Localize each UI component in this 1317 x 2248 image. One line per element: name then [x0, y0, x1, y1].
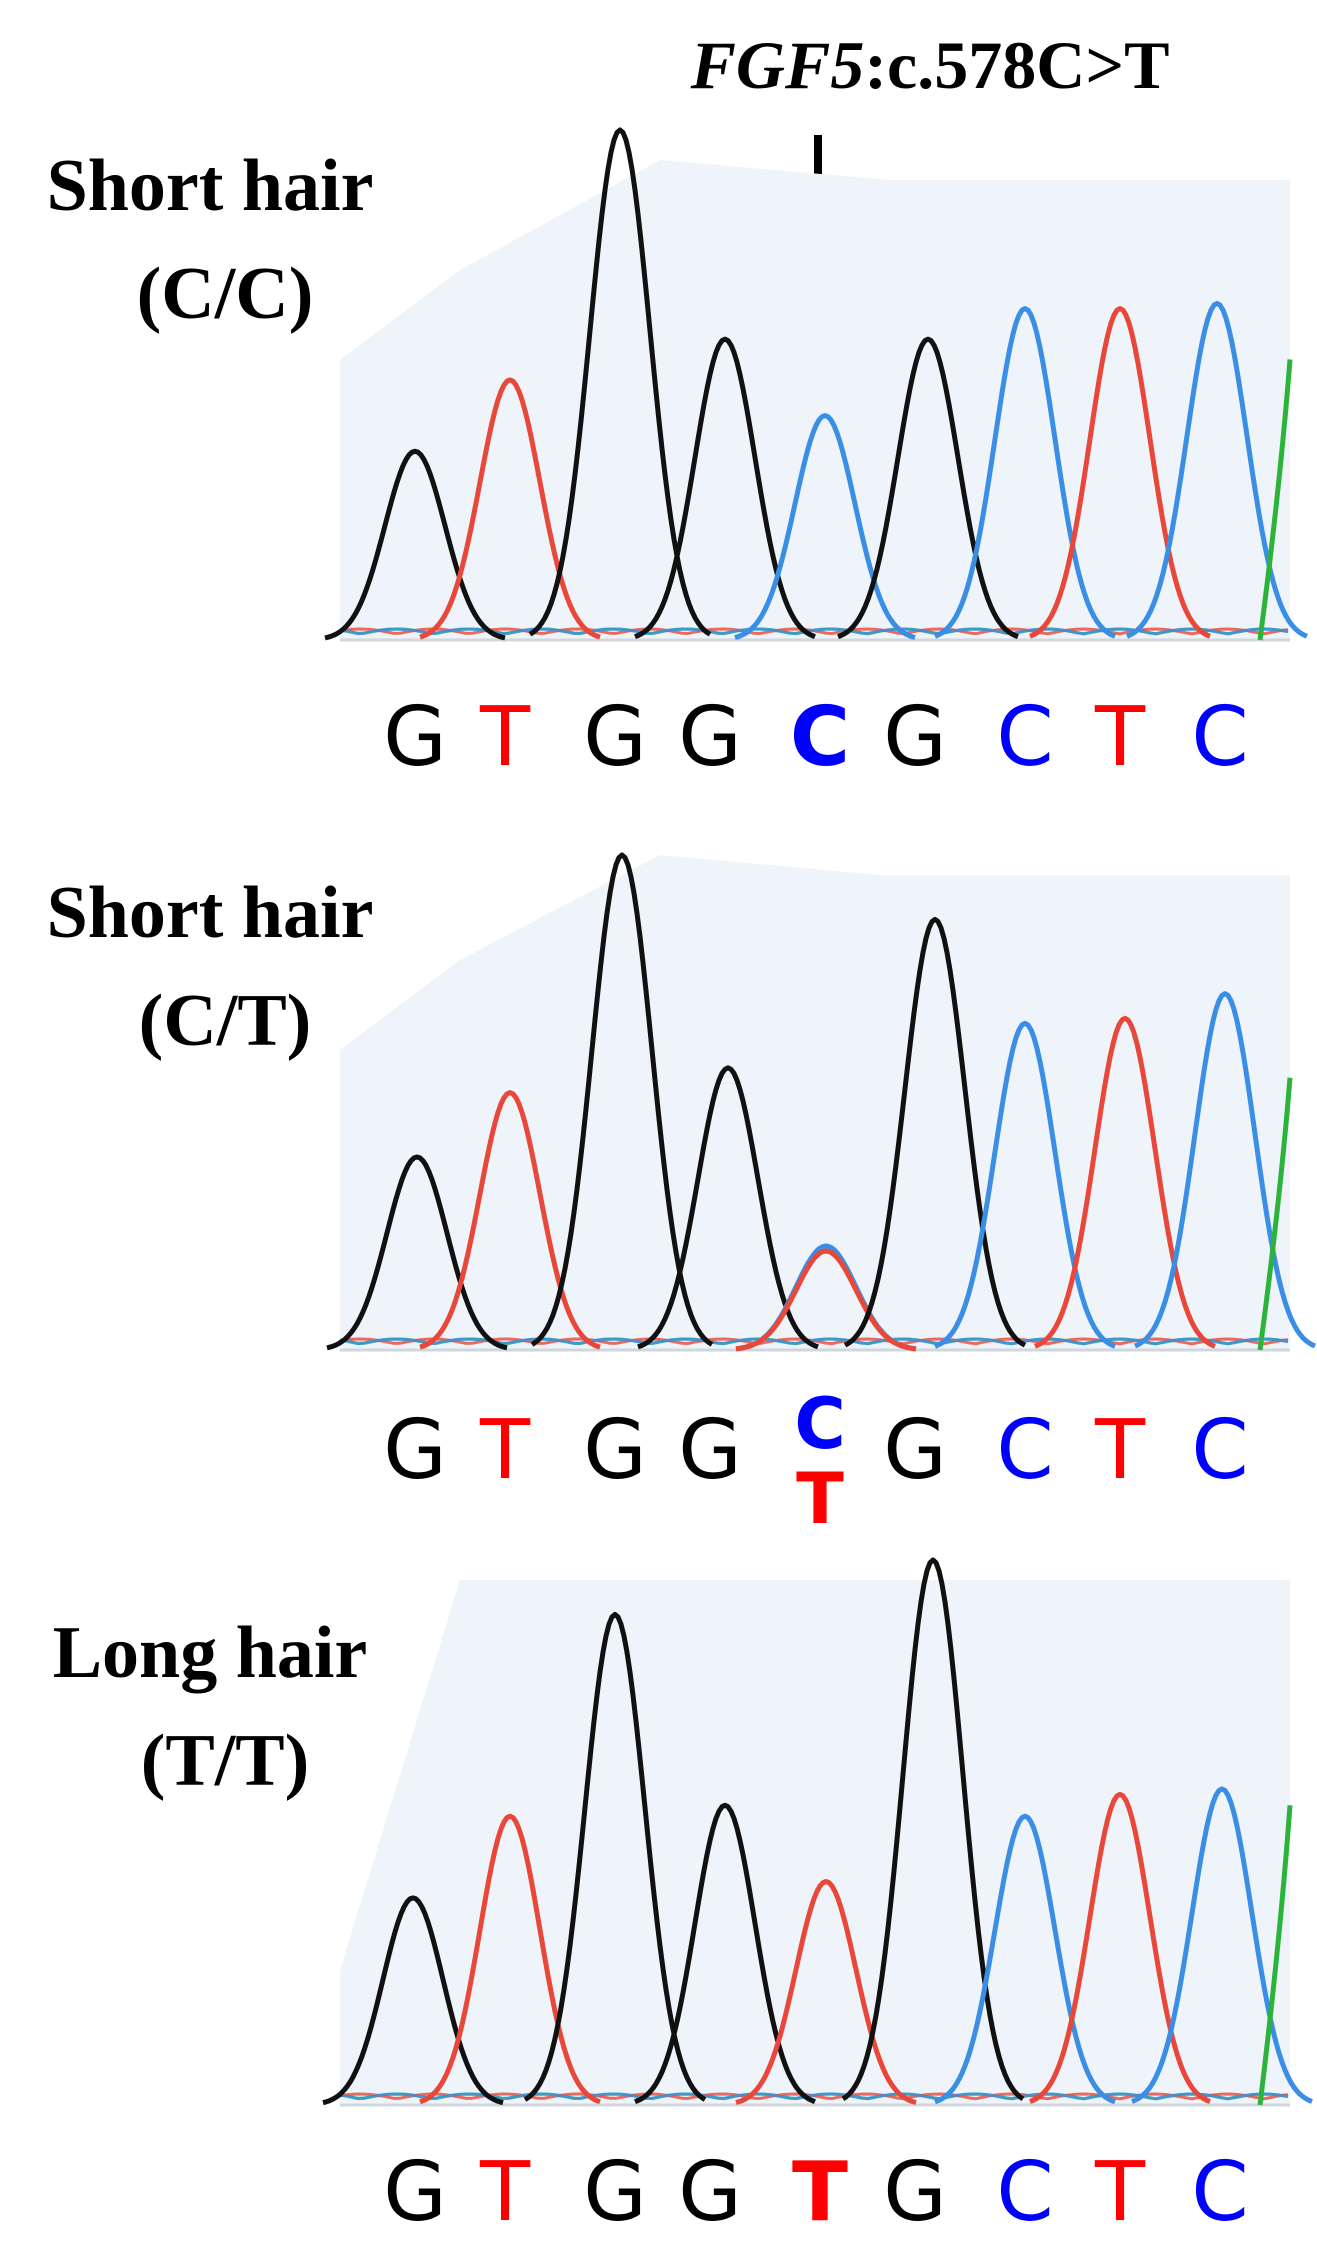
base-call: G	[883, 1403, 947, 1498]
base-call: G	[383, 690, 447, 785]
chromatogram-traces	[322, 1557, 1313, 2107]
base-call: G	[583, 690, 647, 785]
base-call: T	[1094, 690, 1146, 785]
peak-g	[528, 127, 712, 637]
peak-g	[843, 916, 1027, 1348]
peak-c	[934, 1813, 1116, 2105]
peak-t	[419, 1090, 601, 1350]
base-call: G	[883, 2145, 947, 2240]
trace-background	[340, 160, 1290, 640]
base-call: C	[1191, 2145, 1248, 2240]
base-call: G	[678, 690, 742, 785]
peak-c	[1134, 991, 1316, 1349]
trace-background	[340, 1580, 1290, 2105]
peak-c	[734, 413, 916, 640]
peak-t	[1029, 306, 1211, 639]
base-call: T	[479, 1403, 531, 1498]
chromatogram-traces	[324, 127, 1308, 642]
peak-g	[324, 448, 506, 641]
genotype-label: (C/C)	[137, 253, 314, 335]
peak-g	[637, 1065, 819, 1350]
peak-c	[934, 306, 1116, 639]
base-call: G	[383, 1403, 447, 1498]
genotype-label: (C/T)	[139, 980, 312, 1062]
gene-name: FGF5	[690, 27, 865, 103]
base-call: C	[996, 1403, 1053, 1498]
base-call-variant: T	[796, 1458, 844, 1540]
phenotype-label: Short hair	[47, 872, 374, 954]
peak-c	[1131, 1786, 1313, 2104]
chromatogram-traces	[326, 852, 1316, 1352]
phenotype-label: Short hair	[47, 145, 374, 227]
peak-g	[841, 1557, 1025, 2101]
peak-t	[735, 1248, 917, 1352]
base-call: T	[479, 2145, 531, 2240]
peak-g	[634, 336, 816, 640]
peak-g	[837, 336, 1019, 640]
base-calls: G T G G CTG C T C	[383, 1383, 1248, 1540]
base-call: C	[1191, 690, 1248, 785]
trace-background	[340, 855, 1290, 1350]
panel-short-hair-ct: Short hair (C/T) G T G G CTG C T C	[47, 852, 1316, 1540]
trace-edge-green	[1257, 359, 1293, 641]
noise-trace	[339, 627, 1289, 636]
base-call-variant: C	[794, 1383, 845, 1465]
base-call: G	[583, 2145, 647, 2240]
base-call-variant: T	[792, 2145, 848, 2240]
base-call: G	[383, 2145, 447, 2240]
peak-g	[634, 1802, 816, 2105]
genotype-label: (T/T)	[141, 1720, 310, 1802]
base-call: G	[678, 2145, 742, 2240]
peak-t	[419, 377, 601, 640]
peak-g	[326, 1154, 508, 1351]
base-call: C	[996, 2145, 1053, 2240]
base-call: C	[996, 690, 1053, 785]
base-call-variant: C	[790, 690, 850, 785]
base-call: T	[1094, 2145, 1146, 2240]
peak-g	[530, 852, 714, 1347]
mutation-change: :c.578C>T	[864, 27, 1169, 103]
peak-t	[419, 1813, 601, 2105]
mutation-label: FGF5:c.578C>T	[690, 27, 1170, 103]
base-call: C	[1191, 1403, 1248, 1498]
base-call: T	[1094, 1403, 1146, 1498]
trace-edge-green	[1257, 1077, 1293, 1351]
base-call: G	[583, 1403, 647, 1498]
peak-t	[1029, 1791, 1211, 2104]
base-call: T	[479, 690, 531, 785]
peak-c	[1126, 300, 1308, 639]
noise-trace	[339, 2092, 1289, 2101]
trace-edge-green	[1257, 1805, 1293, 2106]
base-call: G	[678, 1403, 742, 1498]
peak-t	[735, 1879, 917, 2105]
phenotype-label: Long hair	[53, 1612, 368, 1694]
peak-t	[1034, 1015, 1216, 1349]
base-call: G	[883, 690, 947, 785]
peak-c	[934, 1020, 1116, 1349]
peak-g	[322, 1895, 504, 2106]
